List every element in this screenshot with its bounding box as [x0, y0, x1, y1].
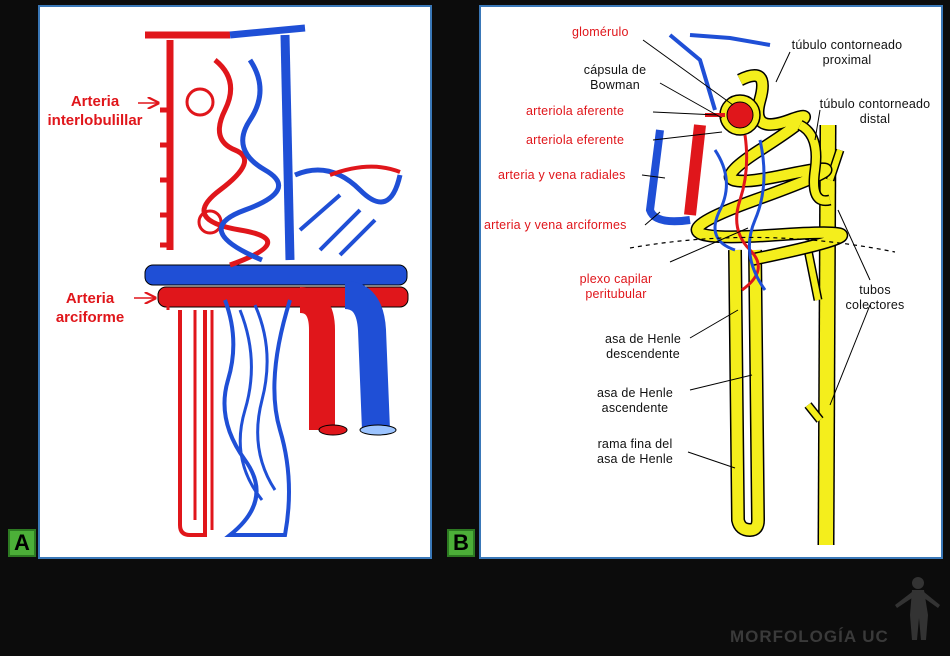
label-arteria-vena-arciformes: arteria y vena arciformes: [484, 218, 627, 233]
watermark-morfologia-uc: MORFOLOGÍA UC: [730, 627, 889, 647]
label-tubulo-distal-line1: túbulo contorneado: [820, 97, 931, 111]
label-arteria-arciforme-line2: arciforme: [56, 309, 124, 326]
label-rama-fina-line2: asa de Henle: [597, 452, 673, 466]
label-tubos-line1: tubos: [859, 283, 891, 297]
label-arteria-interlobulillar: Arteria interlobulillar: [45, 92, 145, 130]
label-tubulo-proximal-line2: proximal: [823, 53, 872, 67]
label-rama-fina-line1: rama fina del: [598, 437, 673, 451]
label-capsula-line1: cápsula de: [584, 63, 646, 77]
label-tubos-line2: colectores: [846, 298, 905, 312]
label-glomerulo: glomérulo: [572, 25, 629, 40]
label-tubulo-distal-line2: distal: [860, 112, 890, 126]
label-arteriola-aferente: arteriola aferente: [526, 104, 624, 119]
label-tubos-colectores: tubos colectores: [830, 283, 920, 313]
label-asa-ascendente-line2: ascendente: [602, 401, 669, 415]
label-asa-descendente-line1: asa de Henle: [605, 332, 681, 346]
label-arteria-vena-radiales: arteria y vena radiales: [498, 168, 626, 183]
label-arteriola-eferente: arteriola eferente: [526, 133, 624, 148]
label-arteria-arciforme-line1: Arteria: [66, 290, 114, 307]
label-asa-henle-ascendente: asa de Henle ascendente: [585, 386, 685, 416]
label-rama-fina: rama fina del asa de Henle: [585, 437, 685, 467]
label-arteria-interlobulillar-line2: interlobulillar: [47, 112, 142, 129]
panel-a-badge: A: [8, 529, 36, 557]
label-asa-ascendente-line1: asa de Henle: [597, 386, 673, 400]
label-plexo-line1: plexo capilar: [580, 272, 653, 286]
label-tubulo-distal: túbulo contorneado distal: [810, 97, 940, 127]
label-capsula-line2: Bowman: [590, 78, 640, 92]
label-asa-descendente-line2: descendente: [606, 347, 680, 361]
panel-b-badge: B: [447, 529, 475, 557]
label-tubulo-proximal-line1: túbulo contorneado: [792, 38, 903, 52]
label-arteria-interlobulillar-line1: Arteria: [71, 93, 119, 110]
panel-a-artwork: [145, 28, 408, 535]
label-capsula-bowman: cápsula de Bowman: [575, 63, 655, 93]
label-plexo-line2: peritubular: [585, 287, 646, 301]
label-asa-henle-descendente: asa de Henle descendente: [593, 332, 693, 362]
label-plexo-capilar: plexo capilar peritubular: [566, 272, 666, 302]
label-tubulo-proximal: túbulo contorneado proximal: [782, 38, 912, 68]
label-arteria-arciforme: Arteria arciforme: [45, 289, 135, 327]
